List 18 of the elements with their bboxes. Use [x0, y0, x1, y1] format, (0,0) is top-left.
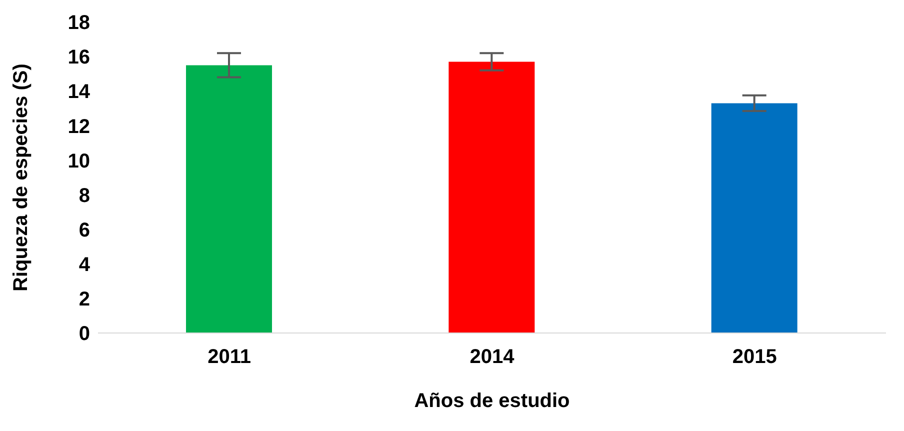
x-tick-label: 2015 — [732, 346, 777, 368]
y-tick-label: 6 — [78, 219, 90, 242]
y-tick-label: 0 — [78, 323, 90, 346]
y-tick-label: 12 — [68, 116, 90, 138]
y-tick-label: 8 — [78, 184, 90, 207]
y-tick-label: 18 — [68, 12, 90, 34]
x-tick-label: 2014 — [470, 346, 516, 368]
y-tick-label: 14 — [68, 81, 91, 104]
y-tick-label: 10 — [68, 150, 90, 172]
y-axis-title: Riqueza de especies (S) — [10, 64, 32, 292]
y-tick-label: 2 — [78, 288, 90, 311]
y-tick-label: 4 — [78, 254, 91, 276]
y-tick-label: 16 — [68, 46, 90, 69]
bar — [448, 62, 535, 333]
x-axis-title: Años de estudio — [414, 390, 570, 412]
x-tick-label: 2011 — [208, 346, 252, 368]
bar — [186, 65, 272, 333]
bar — [711, 103, 798, 333]
